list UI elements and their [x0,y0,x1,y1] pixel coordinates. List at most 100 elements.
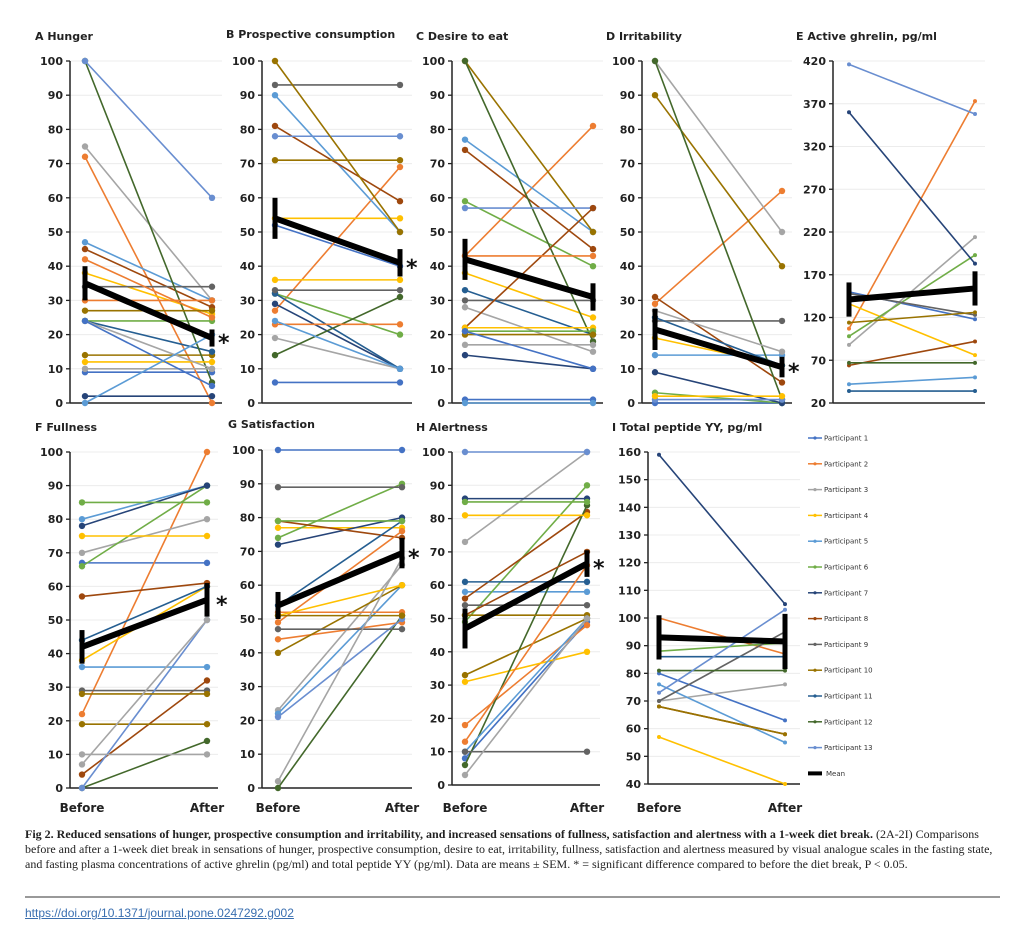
panel-C: C Desire to eat 0 10 20 30 40 50 60 70 80 90 100 [416,30,603,410]
doi-link[interactable]: https://doi.org/10.1371/journal.pone.024… [25,906,294,920]
series-participant-10 [651,92,786,270]
series-participant-4 [657,734,787,786]
data-point-after [583,448,591,456]
series-line [81,484,208,567]
mean-line [848,285,976,303]
series-line [84,60,213,199]
series-line [848,376,976,385]
data-point-after [208,307,216,314]
data-point-before [274,541,282,548]
y-tick-label: 40 [240,647,256,660]
data-point-after [973,360,977,365]
y-tick-label: 140 [618,501,641,514]
y-tick-label: 40 [430,646,446,659]
data-point-before [461,341,469,349]
data-point-before [274,784,282,792]
data-point-after [396,163,404,171]
data-point-before [78,663,86,671]
data-point-before [271,307,279,314]
data-point-after [778,392,786,400]
data-point-after [973,353,977,358]
series-mean [82,266,215,347]
data-point-after [396,215,404,222]
data-point-before [657,452,661,457]
data-point-before [657,734,661,739]
series-line [658,454,786,605]
legend-marker [813,617,817,621]
data-point-after [973,112,977,117]
data-point-before [651,351,659,359]
significance-marker: * [218,331,230,356]
data-point-after [783,782,787,786]
y-tick-label: 320 [803,141,826,154]
data-point-before [274,446,282,454]
mean-line [83,280,214,341]
data-point-before [461,204,469,212]
y-tick-label: 20 [811,397,827,410]
x-tick-label-after: After [570,801,604,815]
data-point-before [271,133,279,140]
data-point-after [396,286,404,294]
series-line [848,100,976,330]
data-point-after [778,317,786,325]
series-participant-3c [78,616,211,768]
series-participant-4b [271,276,404,284]
data-point-before [81,153,89,160]
data-point-before [78,563,86,570]
data-point-before [271,300,279,308]
series-participant-5b [78,663,211,671]
data-point-before [461,286,469,294]
data-point-after [783,718,787,723]
y-tick-label: 60 [620,192,636,205]
y-tick-label: 80 [240,123,256,136]
y-tick-label: 130 [618,529,641,542]
data-point-before [78,499,86,506]
legend-marker [813,694,817,698]
y-tick-label: 40 [48,648,64,661]
y-tick-label: 50 [48,226,64,239]
y-tick-label: 0 [437,779,445,792]
y-tick-label: 90 [430,479,446,492]
data-point-before [461,721,469,729]
series-participant-9b [461,748,591,755]
series-participant-1 [274,446,406,454]
y-tick-label: 80 [626,667,642,680]
data-point-after [208,194,216,201]
series-line [84,320,213,370]
data-point-before [81,256,89,263]
legend-label: Participant 3 [824,486,868,494]
series-participant-12 [274,612,406,792]
x-tick-label-after: After [768,801,802,815]
series-participant-10 [78,720,211,728]
panel-title: F Fullness [35,421,98,434]
series-line [464,330,594,370]
data-point-before [78,522,86,530]
data-point-after [589,122,597,130]
data-point-before [271,351,279,359]
data-point-before [81,307,89,314]
data-point-before [78,690,86,698]
y-tick-label: 100 [40,55,63,68]
series-participant-3b [78,751,211,758]
data-point-before [461,327,469,335]
y-tick-label: 70 [48,158,64,171]
series-line [464,551,588,616]
y-tick-label: 60 [48,580,64,593]
data-point-after [203,663,211,671]
series-participant-11 [461,578,591,586]
mean-line [463,560,589,632]
legend-marker [813,513,817,518]
data-point-after [778,228,786,236]
y-tick-label: 90 [626,640,642,653]
y-tick-label: 80 [240,512,256,525]
series-participant-13 [81,57,216,201]
series-line [654,391,783,404]
series-participant-10 [847,310,977,325]
significance-marker: * [216,593,228,618]
y-tick-label: 0 [627,397,635,410]
y-tick-label: 30 [430,294,446,307]
legend-label: Participant 1 [824,435,868,443]
series-participant-1 [461,396,597,403]
series-participant-12 [271,293,404,359]
y-tick-label: 50 [240,226,256,239]
